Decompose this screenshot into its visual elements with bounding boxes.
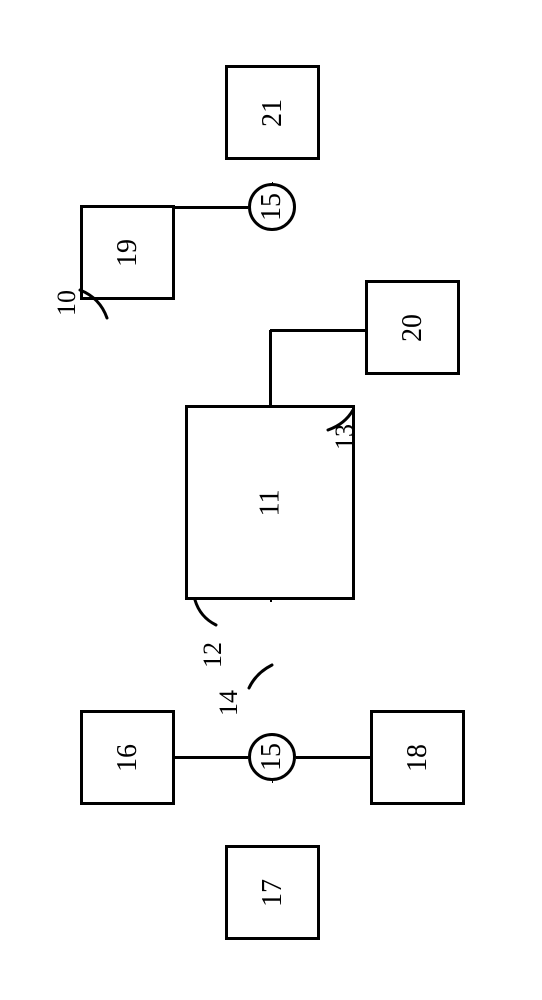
ref-label-ref13: 13 [330,424,360,450]
ref-label-ref14: 14 [214,690,244,716]
node-label: 11 [254,489,286,516]
node-c1: 15 [248,733,296,781]
leader-ref14 [245,661,276,692]
node-label: 15 [256,193,288,221]
ref-label-ref12: 12 [198,642,228,668]
node-label: 17 [257,879,289,907]
node-c2: 15 [248,183,296,231]
node-n20: 20 [365,280,460,375]
leader-ref12 [191,596,220,629]
node-label: 21 [257,99,289,127]
ref-label-ref10: 10 [52,290,82,316]
node-label: 19 [112,239,144,267]
node-n16: 16 [80,710,175,805]
node-n18: 18 [370,710,465,805]
node-n21: 21 [225,65,320,160]
node-label: 20 [397,314,429,342]
node-label: 16 [112,744,144,772]
node-label: 15 [256,743,288,771]
node-label: 18 [402,744,434,772]
node-n17: 17 [225,845,320,940]
